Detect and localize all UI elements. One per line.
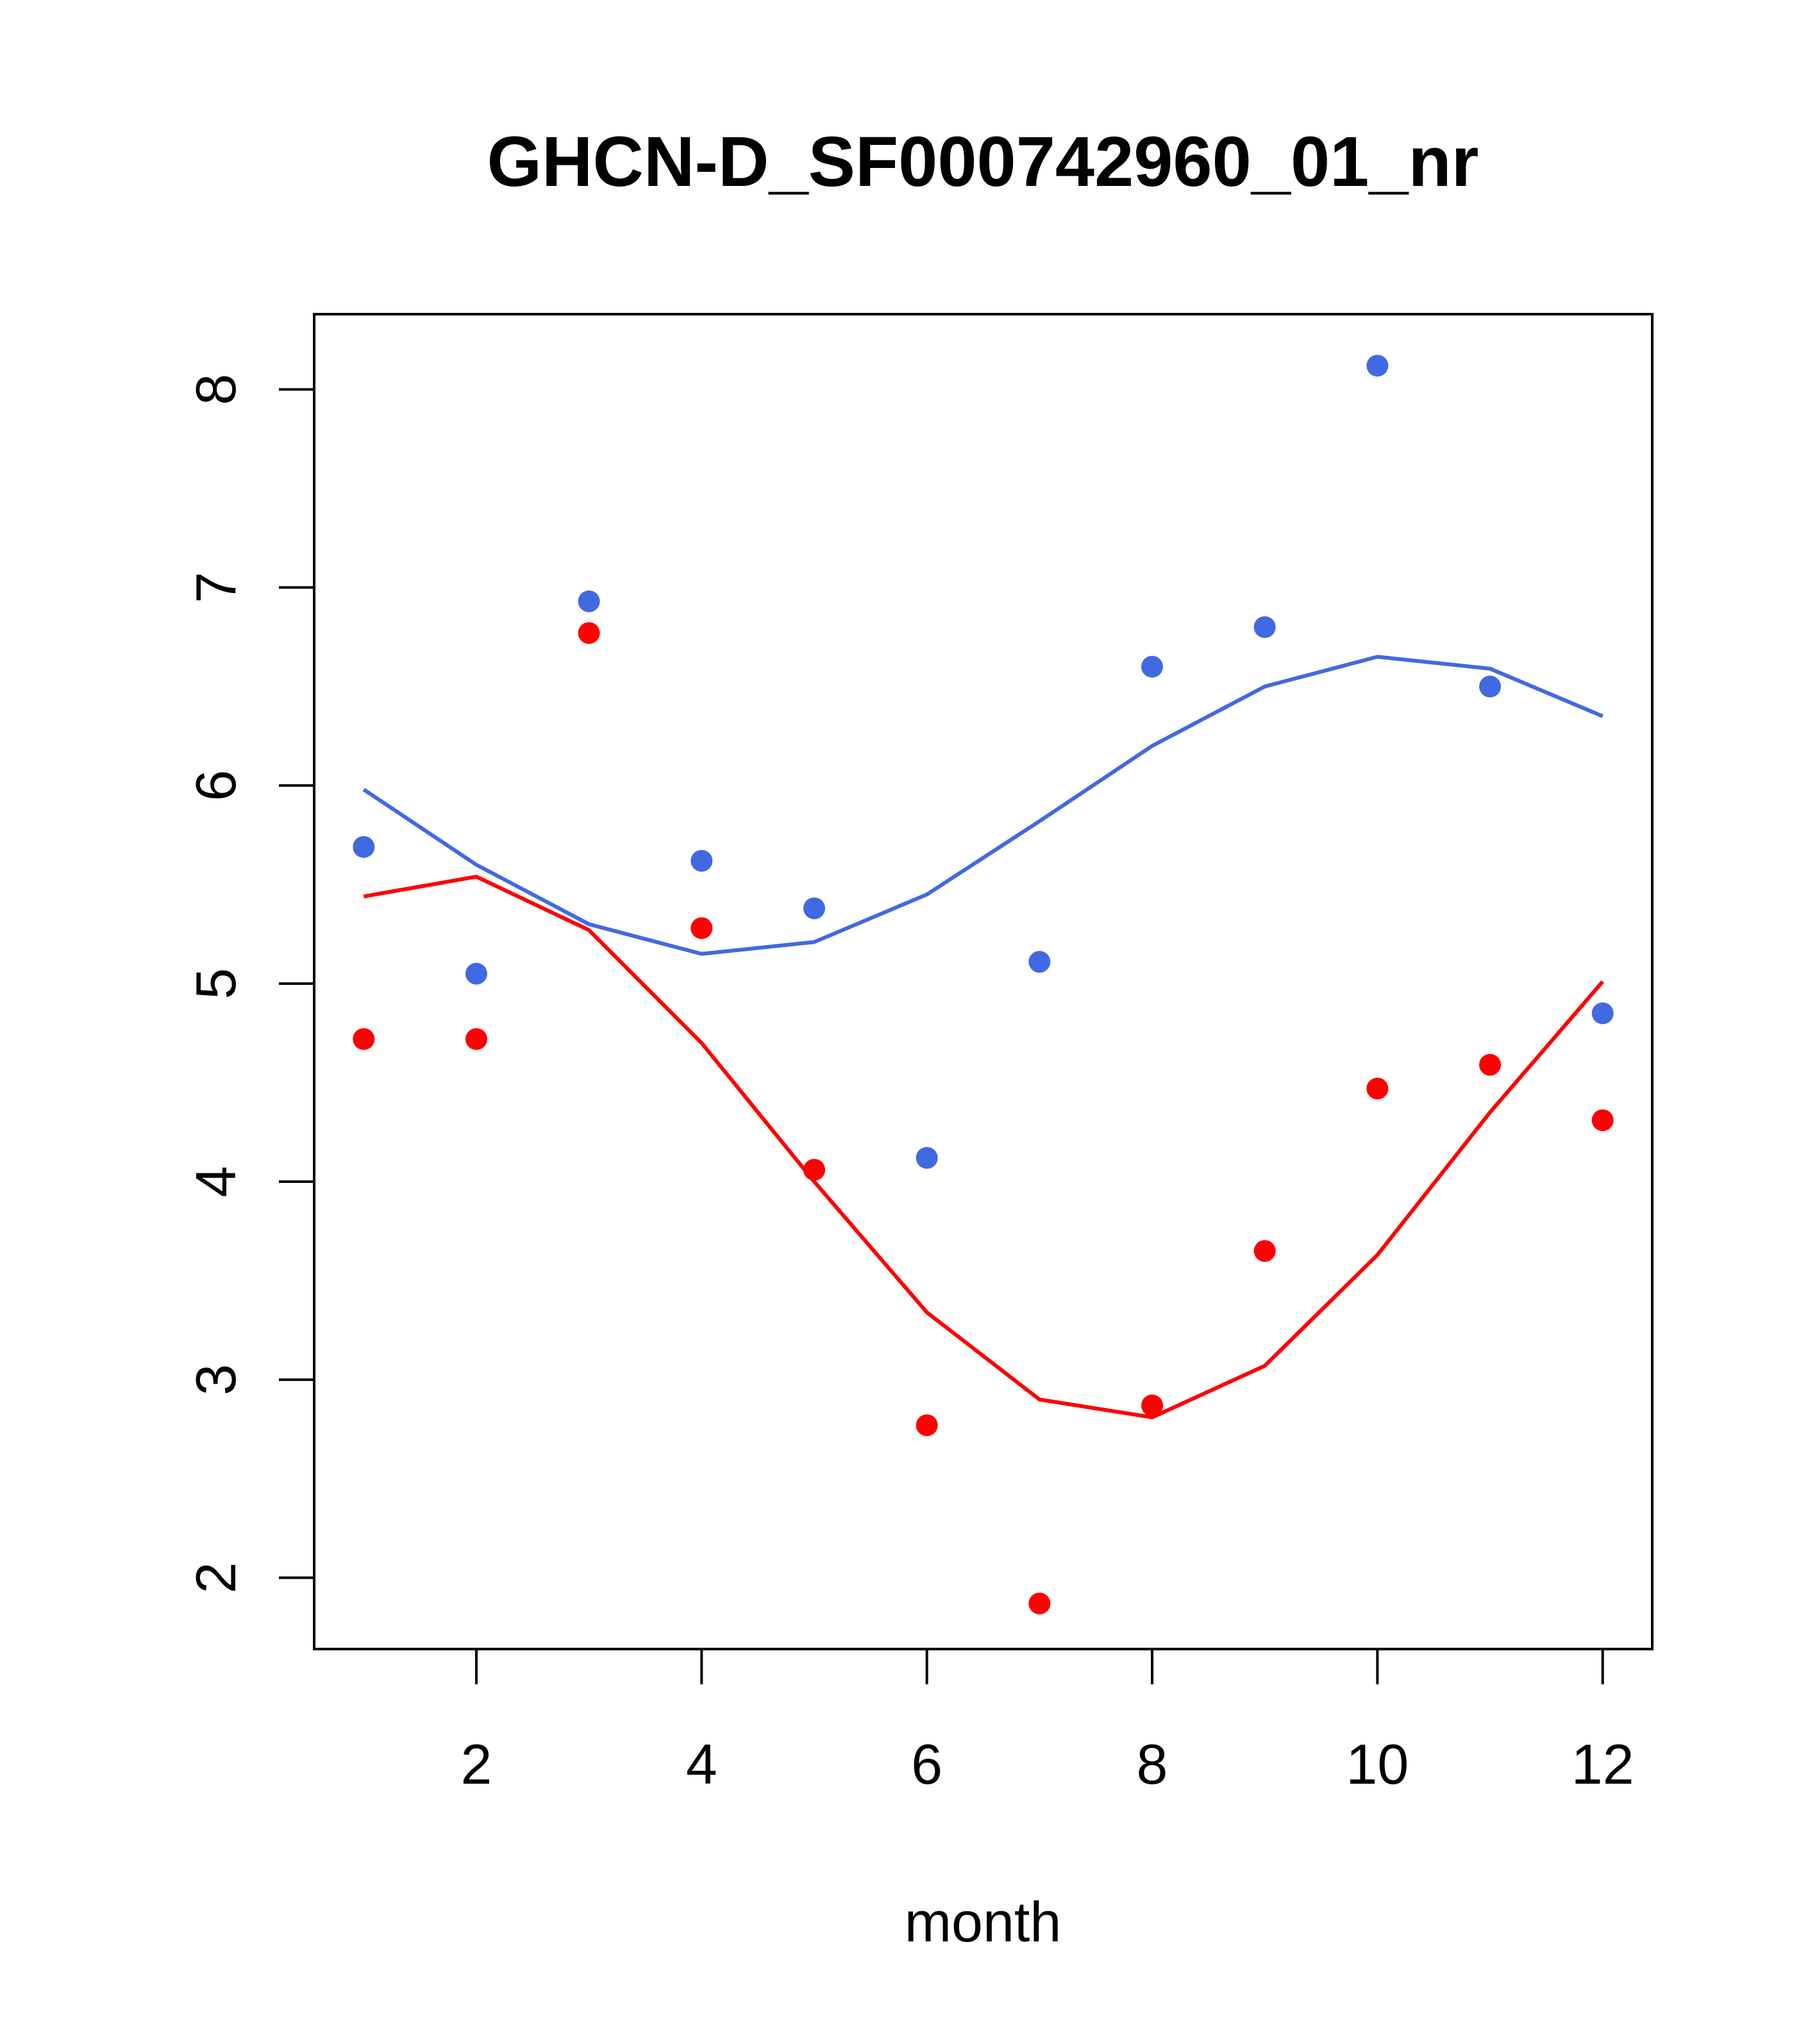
blue-points-point [1028,951,1051,973]
red-points-point [691,917,713,939]
series-points [353,355,1614,1614]
x-tick-label: 8 [1137,1732,1168,1796]
y-tick-label: 3 [184,1364,247,1395]
red-points-point [353,1028,375,1050]
red-points-point [1141,1395,1164,1417]
x-tick-label: 2 [460,1732,492,1796]
blue-points-point [465,962,487,985]
red-points-point [1591,1109,1614,1132]
red-points-point [1479,1053,1502,1076]
x-axis-label: month [905,1890,1062,1954]
y-tick-label: 4 [184,1166,247,1198]
blue-points-point [803,897,825,919]
x-tick-label: 4 [686,1732,717,1796]
blue-points-point [691,850,713,872]
x-tick-label: 10 [1346,1732,1409,1796]
blue-points-point [1253,616,1276,639]
blue-points-point [1141,655,1164,678]
blue-curve-line [362,655,1603,956]
blue-points-point [578,590,600,612]
chart-title: GHCN-D_SF000742960_01_nr [487,122,1479,201]
y-tick-label: 5 [184,968,247,1000]
blue-points-point [353,835,375,858]
y-axis: 2 3 4 5 6 7 8 [184,374,315,1593]
blue-points-point [1591,1002,1614,1025]
red-curve-line [363,875,1604,1420]
red-points-point [578,622,600,644]
blue-points-point [1479,675,1502,698]
red-points-point [803,1159,825,1181]
x-tick-label: 12 [1571,1732,1634,1796]
red-points-point [916,1414,938,1436]
y-tick-label: 2 [184,1562,247,1593]
red-points-point [1253,1240,1276,1262]
x-tick-label: 6 [911,1732,942,1796]
x-axis: 2 4 6 8 10 12 [460,1648,1634,1796]
y-tick-label: 6 [184,770,247,801]
blue-points-point [1366,355,1389,377]
blue-points-point [916,1146,938,1169]
red-points-point [1366,1077,1389,1100]
y-tick-label: 8 [184,374,247,405]
red-points-point [465,1028,487,1050]
y-tick-label: 7 [184,572,247,603]
red-points-point [1028,1592,1051,1614]
series-lines [362,655,1604,1420]
